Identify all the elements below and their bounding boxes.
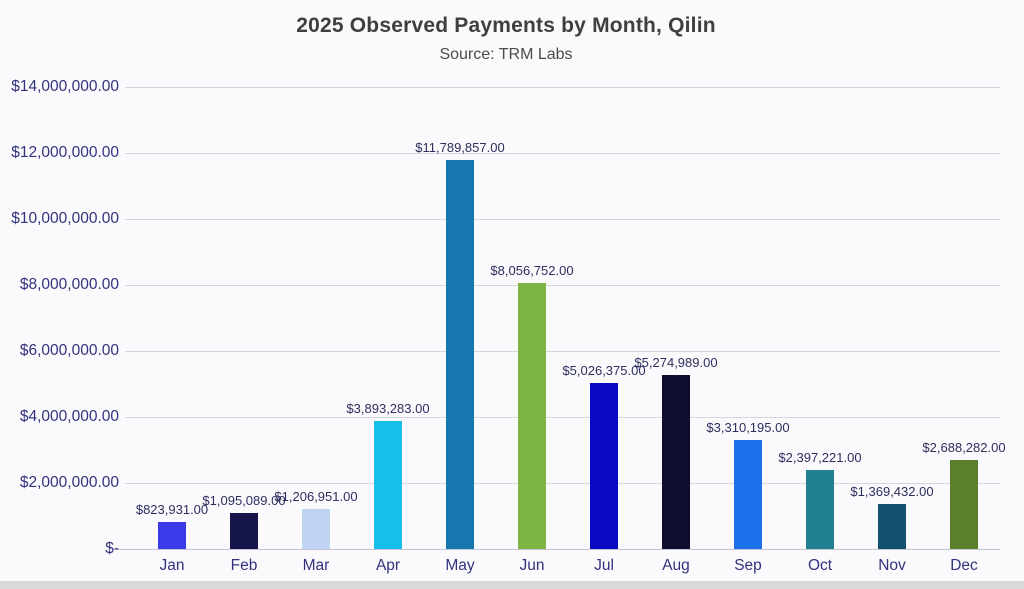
bar-jan <box>158 522 186 549</box>
y-axis-tick-label: $14,000,000.00 <box>11 78 119 95</box>
x-axis-tick-label-nov: Nov <box>878 557 906 574</box>
y-axis-tick-label: $6,000,000.00 <box>19 342 119 359</box>
gridline <box>125 153 1000 154</box>
bar-nov <box>878 504 906 549</box>
bar-jul <box>590 383 618 549</box>
value-label-jul: $5,026,375.00 <box>562 363 646 378</box>
bar-feb <box>230 513 258 549</box>
value-label-jan: $823,931.00 <box>135 502 209 517</box>
gridline <box>125 483 1000 484</box>
gridline <box>125 219 1000 220</box>
value-label-mar: $1,206,951.00 <box>274 489 358 504</box>
chart-subtitle: Source: TRM Labs <box>439 46 573 63</box>
x-axis-baseline <box>115 549 1000 550</box>
x-axis-tick-label-oct: Oct <box>807 557 833 574</box>
x-axis-tick-label-aug: Aug <box>662 557 690 574</box>
y-axis-tick-label: $4,000,000.00 <box>19 408 119 425</box>
y-axis-tick-label: $8,000,000.00 <box>19 276 119 293</box>
x-axis-tick-label-sep: Sep <box>734 557 762 574</box>
gridline <box>125 417 1000 418</box>
bar-dec <box>950 460 978 549</box>
bar-apr <box>374 421 402 549</box>
x-axis-tick-label-jun: Jun <box>519 557 545 574</box>
value-label-dec: $2,688,282.00 <box>922 440 1006 455</box>
gridline <box>125 351 1000 352</box>
bar-aug <box>662 375 690 549</box>
window-bottom-edge <box>0 581 1024 589</box>
x-axis-tick-label-may: May <box>445 557 475 574</box>
y-axis-tick-label: $12,000,000.00 <box>11 144 119 161</box>
x-axis-tick-label-feb: Feb <box>230 557 258 574</box>
bar-sep <box>734 440 762 549</box>
x-axis-tick-label-jul: Jul <box>594 557 614 574</box>
value-label-feb: $1,095,089.00 <box>202 493 286 508</box>
bar-jun <box>518 283 546 549</box>
value-label-aug: $5,274,989.00 <box>634 355 718 370</box>
x-axis-tick-label-jan: Jan <box>159 557 185 574</box>
value-label-nov: $1,369,432.00 <box>850 484 934 499</box>
x-axis-tick-label-mar: Mar <box>302 557 330 574</box>
bar-oct <box>806 470 834 549</box>
value-label-jun: $8,056,752.00 <box>490 263 574 278</box>
value-label-apr: $3,893,283.00 <box>346 401 430 416</box>
y-axis-tick-label: $2,000,000.00 <box>19 474 119 491</box>
value-label-sep: $3,310,195.00 <box>706 420 790 435</box>
y-axis-tick-label: $10,000,000.00 <box>11 210 119 227</box>
x-axis-tick-label-apr: Apr <box>375 557 401 574</box>
bar-may <box>446 160 474 549</box>
value-label-may: $11,789,857.00 <box>415 140 505 155</box>
bar-mar <box>302 509 330 549</box>
x-axis-tick-label-dec: Dec <box>950 557 978 574</box>
chart-title: 2025 Observed Payments by Month, Qilin <box>296 14 716 37</box>
y-axis-tick-label: $- <box>105 540 119 557</box>
gridline <box>125 285 1000 286</box>
value-label-oct: $2,397,221.00 <box>778 450 862 465</box>
gridline <box>125 87 1000 88</box>
